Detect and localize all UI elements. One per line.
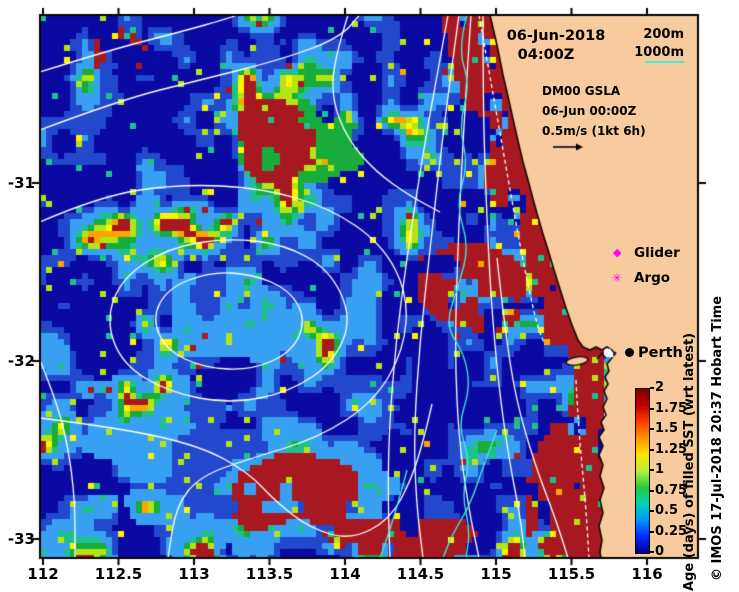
- perth-city-dot: [625, 348, 634, 357]
- x-tick-label-112.5: 112.5: [94, 565, 143, 583]
- x-tick-label-115: 115: [480, 565, 512, 583]
- field-info-datetime: 06-Jun 00:00Z: [542, 104, 637, 118]
- y-tick-label--31: -31: [7, 174, 35, 192]
- colorbar-tick-label-1.5: 1.5: [655, 421, 679, 436]
- colorbar-tick-label-0.5: 0.5: [655, 503, 679, 518]
- colorbar-tick-mark: [650, 448, 654, 451]
- colorbar: [635, 388, 650, 554]
- colorbar-tick-label-0.75: 0.75: [655, 482, 688, 498]
- colorbar-tick-label-1.25: 1.25: [655, 441, 688, 457]
- x-tick-label-114: 114: [329, 565, 361, 583]
- colorbar-tick-label-0.25: 0.25: [655, 523, 688, 539]
- x-tick-label-115.5: 115.5: [547, 565, 596, 583]
- x-tick-label-113.5: 113.5: [245, 565, 294, 583]
- copyright-text: © IMOS 17-Jul-2018 20:37 Hobart Time: [710, 295, 725, 581]
- colorbar-title: Age (days) of filled SST (wrt latest): [682, 332, 697, 591]
- map-date-label: 06-Jun-2018: [506, 28, 606, 44]
- field-info-scale: 0.5m/s (1kt 6h): [542, 124, 646, 138]
- isobath-1000m-label: 1000m: [634, 45, 684, 60]
- colorbar-tick-mark: [650, 387, 654, 389]
- colorbar-tick-mark: [650, 469, 654, 471]
- field-info-product: DM00 GSLA: [542, 84, 621, 98]
- y-tick-label--32: -32: [7, 352, 35, 370]
- colorbar-tick-mark: [650, 489, 654, 492]
- x-tick-label-114.5: 114.5: [396, 565, 445, 583]
- x-tick-label-116: 116: [631, 565, 663, 583]
- map-time-label: 04:00Z: [517, 47, 575, 63]
- colorbar-tick-mark: [650, 530, 654, 533]
- x-tick-label-113: 113: [178, 565, 210, 583]
- glider-label: Glider: [634, 245, 680, 261]
- colorbar-tick-label-1: 1: [655, 462, 665, 477]
- colorbar-tick-label-0: 0: [655, 544, 665, 559]
- x-tick-label-112: 112: [27, 565, 59, 583]
- isobath-1000m-swatch: [645, 61, 684, 63]
- colorbar-tick-mark: [650, 510, 654, 512]
- argo-star-icon: ✳: [612, 271, 623, 285]
- colorbar-tick-mark: [650, 428, 654, 430]
- colorbar-tick-label-2: 2: [655, 380, 665, 395]
- y-tick-label--33: -33: [7, 530, 35, 548]
- argo-label: Argo: [634, 270, 671, 286]
- colorbar-tick-label-1.75: 1.75: [655, 400, 688, 416]
- glider-diamond-icon: ◆: [613, 246, 622, 259]
- isobath-200m-label: 200m: [643, 27, 684, 42]
- colorbar-tick-mark: [650, 551, 654, 553]
- colorbar-tick-mark: [650, 407, 654, 410]
- perth-city-label: Perth: [638, 345, 683, 361]
